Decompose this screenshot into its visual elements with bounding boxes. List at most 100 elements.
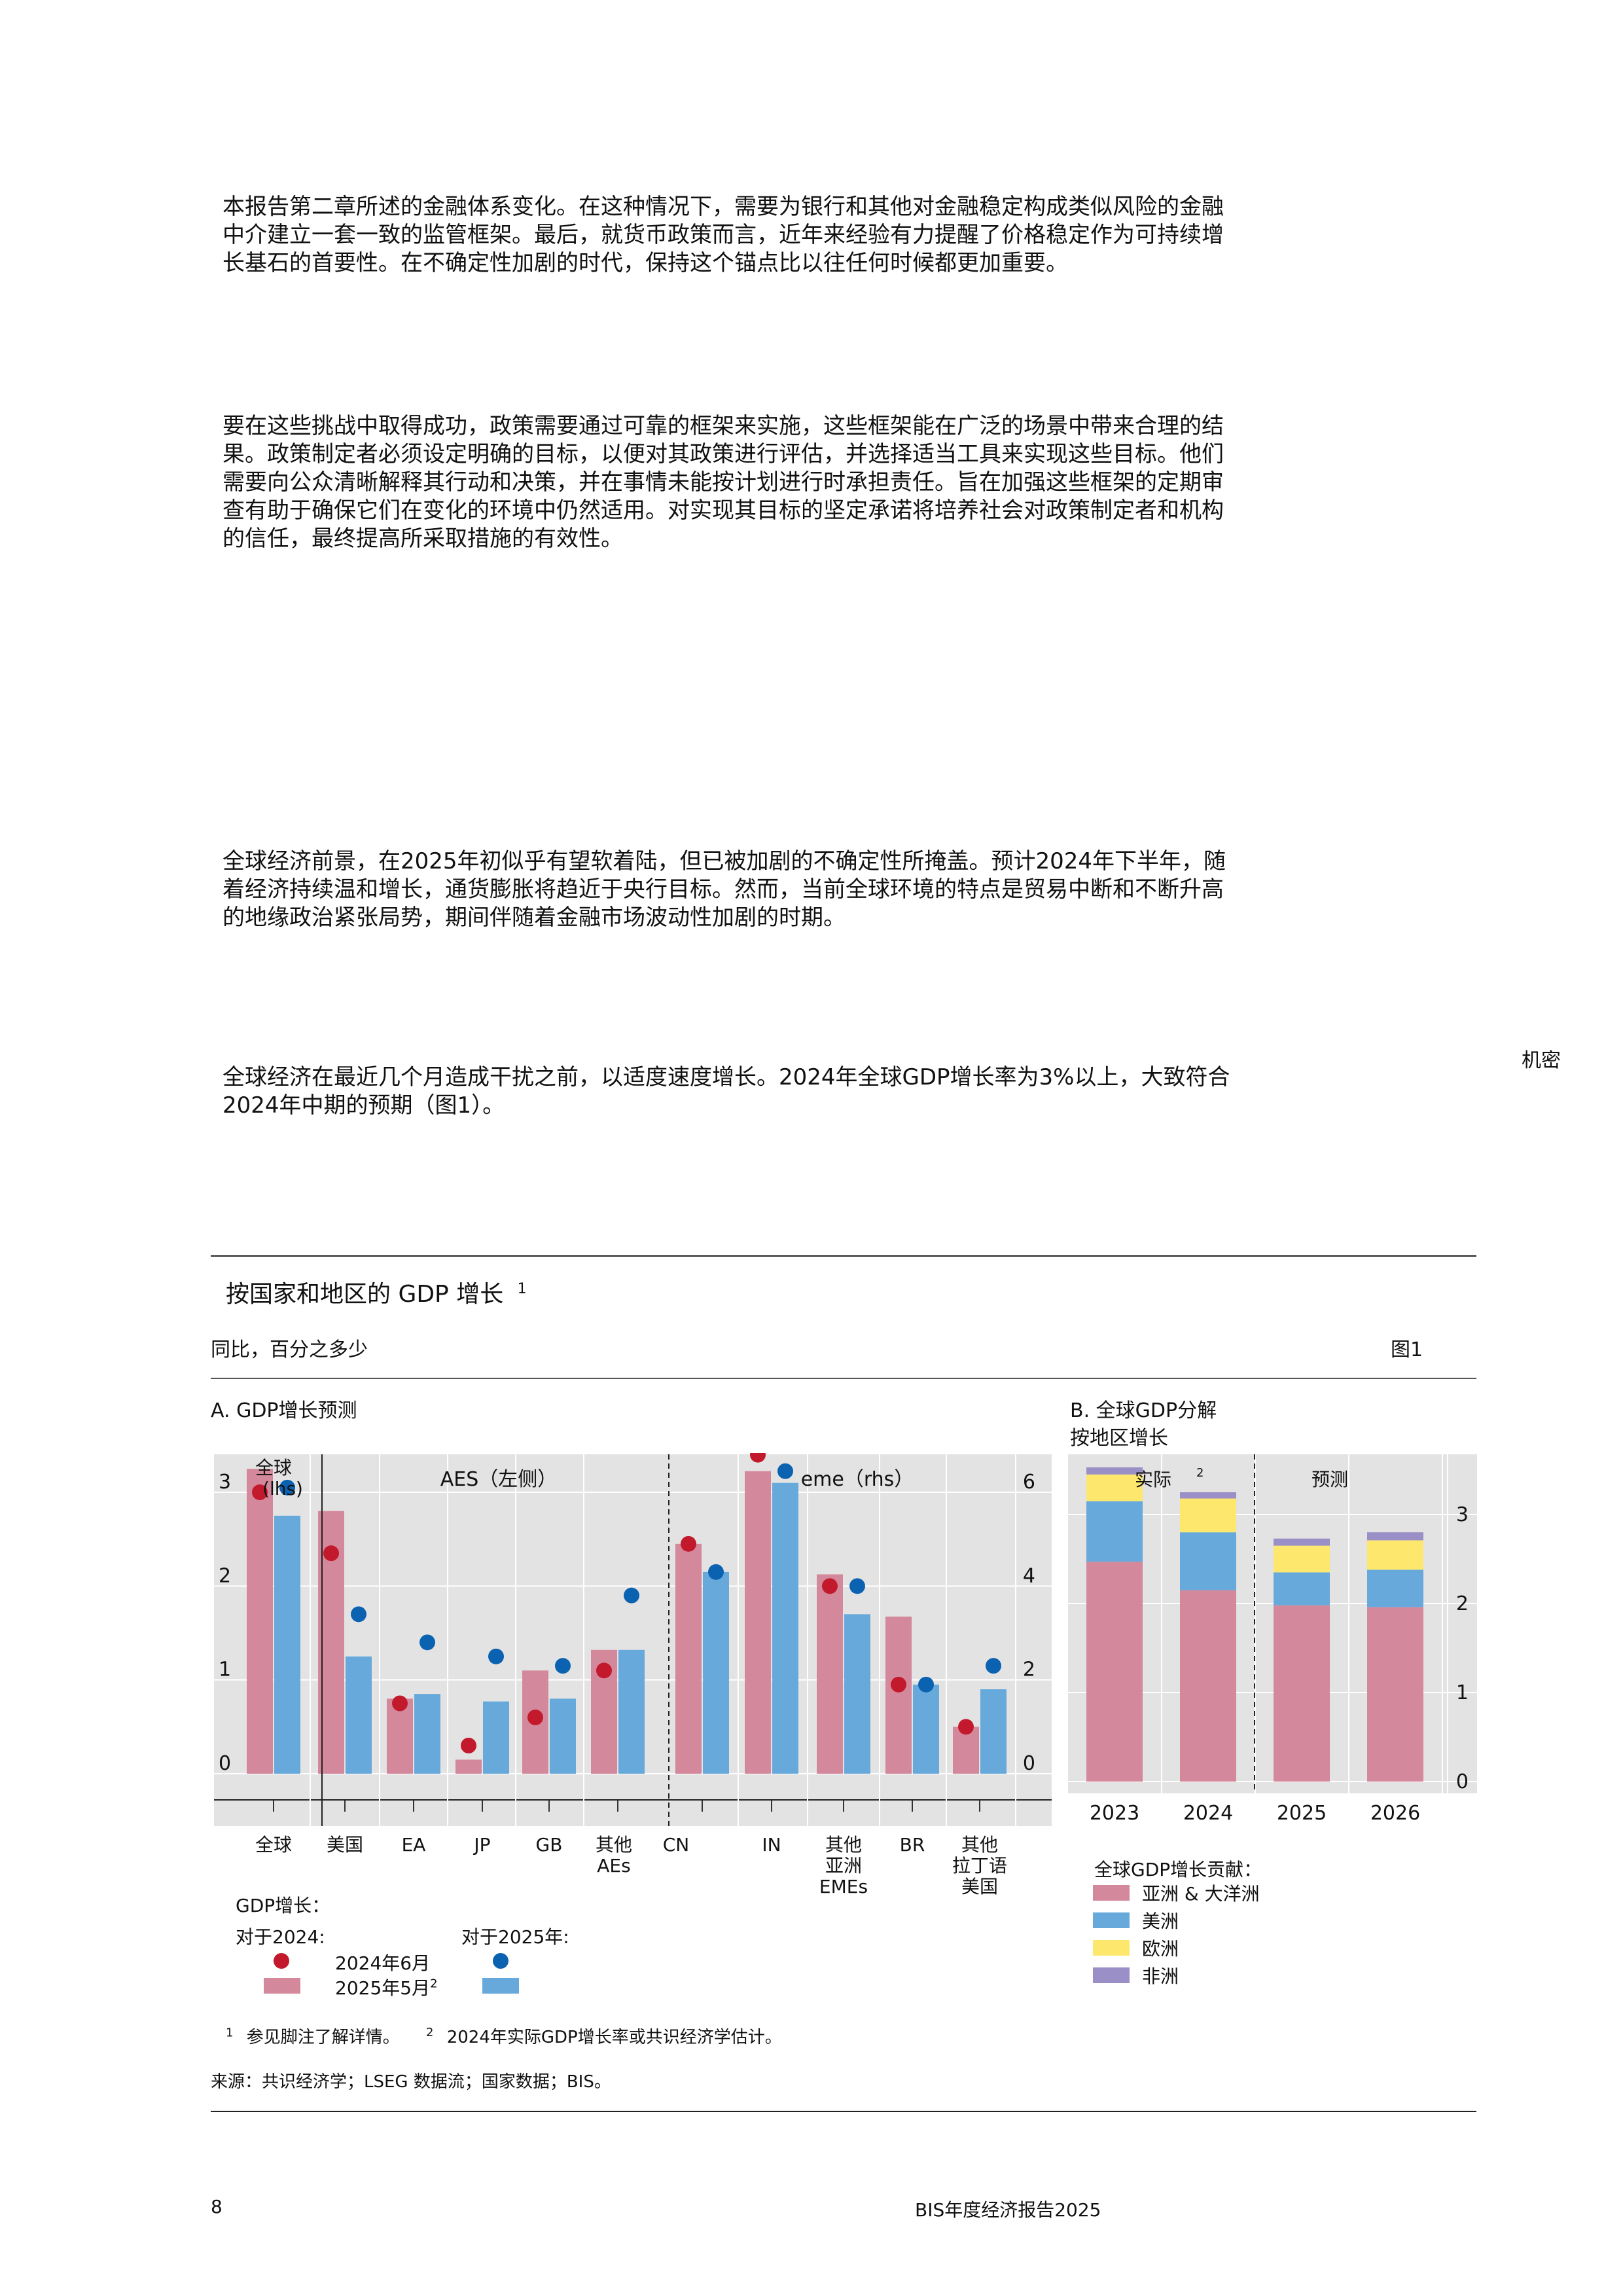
dot-2025-5 [624, 1587, 639, 1604]
figure-label: 图1 [1391, 1338, 1423, 1361]
panel-a-lhs-tick: 3 [219, 1471, 231, 1494]
dot-2024-10 [958, 1719, 974, 1735]
bar-2024-9 [885, 1616, 912, 1774]
stack-2025-0 [1274, 1605, 1330, 1782]
bar-2025-7 [772, 1482, 798, 1774]
legend-b-swatch-0 [1093, 1885, 1130, 1901]
panel-a-rhs-tick: 4 [1023, 1564, 1035, 1587]
stack-2024-3 [1180, 1492, 1236, 1499]
bar-2025-10 [980, 1689, 1007, 1774]
panel-a-lhs-tick: 0 [219, 1752, 231, 1775]
dot-2025-10 [986, 1658, 1001, 1674]
stack-2026-0 [1367, 1607, 1423, 1782]
dot-2024-4 [527, 1710, 543, 1725]
dot-2024-5 [596, 1662, 612, 1679]
stack-2023-0 [1086, 1562, 1143, 1782]
stack-2025-1 [1274, 1572, 1330, 1605]
panel-a-category-label: 全球 [255, 1834, 292, 1856]
legend-a-pink-swatch [264, 1978, 300, 1994]
dot-2024-1 [323, 1545, 339, 1562]
page-number: 8 [211, 2196, 223, 2217]
publication-name: BIS年度经济报告2025 [915, 2199, 1101, 2221]
confidential-note: 机密 [1522, 1049, 1561, 1072]
panel-a-category-label: JP [473, 1834, 490, 1856]
panel-b-title-line1: B. 全球GDP分解 [1070, 1399, 1217, 1422]
legend-a-dot-label: 2024年6月 [335, 1952, 431, 1974]
bar-2025-4 [550, 1698, 576, 1774]
legend-a-title: GDP增长： [236, 1895, 330, 1916]
dot-2024-9 [891, 1676, 906, 1693]
panel-a-category-label: AEs [597, 1855, 630, 1876]
paragraph-4: 全球经济在最近几个月造成干扰之前，以适度速度增长。2024年全球GDP增长率为3… [223, 1064, 1230, 1119]
panel-b-tick: 1 [1456, 1681, 1469, 1704]
legend-a-2025-label: 对于2025年: [461, 1926, 569, 1948]
panel-a-rhs-tick: 6 [1023, 1471, 1035, 1494]
stack-2024-0 [1180, 1590, 1236, 1782]
bar-2025-2 [414, 1694, 440, 1774]
panel-a-group-global: 全球 [255, 1457, 292, 1479]
figure-bottom-rule [211, 2111, 1476, 2112]
dot-2025-9 [918, 1676, 934, 1693]
panel-b-tick: 2 [1456, 1592, 1469, 1615]
bar-2025-1 [346, 1656, 372, 1774]
panel-a-category-label: 其他 [596, 1834, 632, 1856]
dot-2024-8 [822, 1578, 838, 1594]
panel-a-category-label: CN [663, 1834, 690, 1856]
panel-a-category-label: 其他 [961, 1834, 998, 1856]
panel-b-region-actual-sup: 2 [1196, 1466, 1204, 1480]
stack-2026-3 [1367, 1532, 1423, 1541]
legend-b-label-2: 欧洲 [1142, 1938, 1179, 1960]
dot-2024-6 [681, 1535, 696, 1552]
panel-a-category-label: 亚洲 [825, 1855, 862, 1876]
dot-2024-2 [392, 1695, 408, 1712]
figure-title: 按国家和地区的 GDP 增长 1 [226, 1281, 527, 1308]
dot-2025-3 [488, 1648, 504, 1664]
panel-b-chart: 0 1 2 3 2023 2024 2025 2026 实际 2 预测 [1068, 1454, 1477, 1825]
figure-sub-rule [211, 1378, 1476, 1379]
stack-2023-3 [1086, 1467, 1143, 1475]
legend-a-bar-label: 2025年5月2 [335, 1977, 438, 1999]
bar-2025-0 [274, 1515, 300, 1774]
legend-b-label-0: 亚洲 & 大洋洲 [1142, 1883, 1260, 1905]
dot-2025-0 [279, 1479, 295, 1496]
stack-2024-1 [1180, 1532, 1236, 1590]
dot-2024-7 [750, 1453, 766, 1463]
panel-b-region-forecast: 预测 [1311, 1469, 1348, 1490]
panel-a-group-aes: AES（左侧） [440, 1468, 558, 1491]
panel-a-category-label: BR [900, 1834, 925, 1856]
stack-2026-1 [1367, 1570, 1423, 1607]
bar-2024-8 [817, 1574, 843, 1774]
stack-2025-2 [1274, 1545, 1330, 1573]
stack-2023-1 [1086, 1501, 1143, 1562]
legend-b-swatch-3 [1093, 1967, 1130, 1983]
panel-a-category-label: 美国 [327, 1834, 363, 1856]
panel-a-group-emes: eme（rhs） [801, 1468, 914, 1491]
panel-a-lhs-tick: 1 [219, 1659, 231, 1681]
panel-b-title-line2: 按地区增长 [1070, 1427, 1168, 1450]
panel-a-lhs-tick: 2 [219, 1564, 231, 1587]
legend-b-label-1: 美洲 [1142, 1910, 1179, 1932]
bar-2025-6 [703, 1571, 729, 1774]
panel-a-category-label: 拉丁语 [952, 1855, 1007, 1876]
bar-2025-8 [844, 1614, 870, 1774]
paragraph-2: 要在这些挑战中取得成功，政策需要通过可靠的框架来实施，这些框架能在广泛的场景中带… [223, 413, 1224, 552]
paragraph-3: 全球经济前景，在2025年初似乎有望软着陆，但已被加剧的不确定性所掩盖。预计20… [223, 848, 1226, 931]
dot-2024-0 [252, 1484, 268, 1500]
bar-2025-5 [618, 1649, 645, 1774]
figure-subtitle: 同比，百分之多少 [211, 1338, 368, 1361]
panel-a-title: A. GDP增长预测 [211, 1399, 357, 1422]
stack-2025-3 [1274, 1538, 1330, 1546]
legend-b-swatch-2 [1093, 1940, 1130, 1956]
panel-b-tick: 3 [1456, 1503, 1469, 1526]
figure-top-rule [211, 1255, 1476, 1257]
panel-a-category-label: 美国 [961, 1876, 998, 1897]
panel-a-category-label: GB [536, 1834, 563, 1856]
legend-a-2024-label: 对于2024: [236, 1926, 325, 1948]
legend-b-swatch-1 [1093, 1912, 1130, 1928]
dot-2025-4 [555, 1658, 571, 1674]
dot-2025-2 [419, 1634, 435, 1651]
stack-2024-2 [1180, 1498, 1236, 1533]
panel-b-year-label: 2024 [1183, 1802, 1233, 1825]
bar-2024-6 [675, 1543, 702, 1774]
